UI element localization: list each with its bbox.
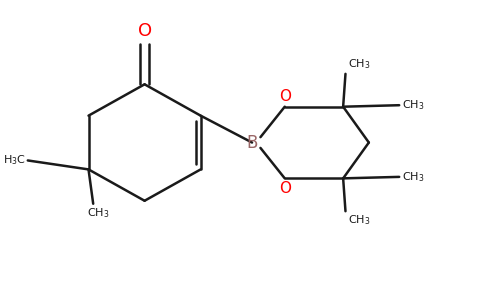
Text: O: O [137,22,151,40]
Text: O: O [279,181,291,196]
Text: B: B [246,134,257,152]
Text: H$_3$C: H$_3$C [2,154,26,167]
Text: CH$_3$: CH$_3$ [402,170,424,184]
Text: CH$_3$: CH$_3$ [348,58,370,71]
Text: CH$_3$: CH$_3$ [402,98,424,112]
Text: CH$_3$: CH$_3$ [87,206,109,220]
Text: O: O [279,89,291,104]
Text: CH$_3$: CH$_3$ [348,214,370,227]
